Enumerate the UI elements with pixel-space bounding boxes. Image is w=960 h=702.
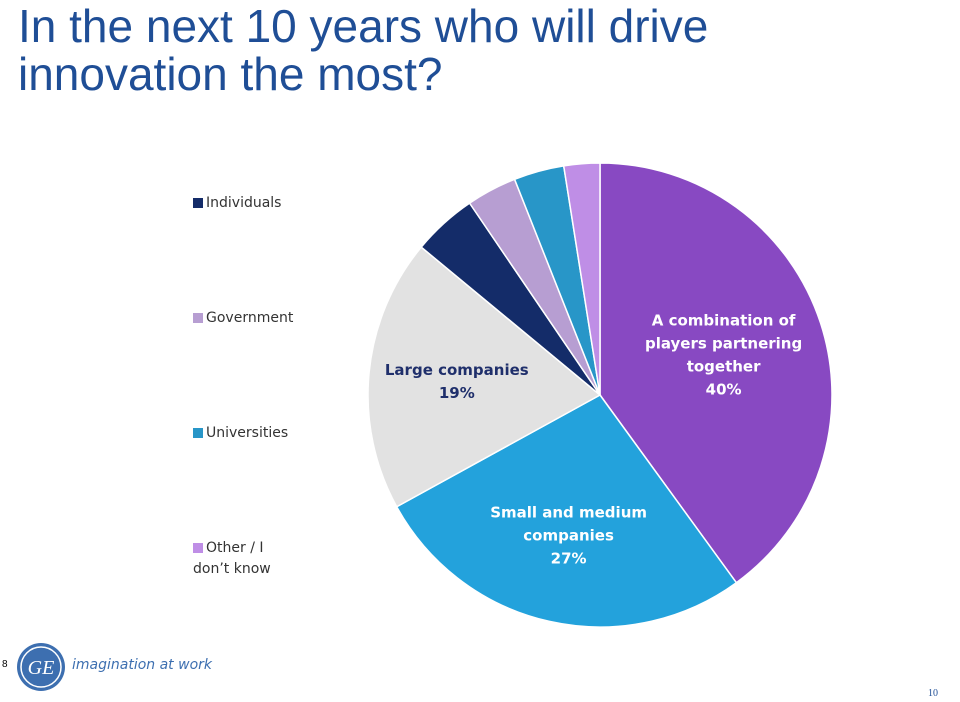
legend-swatch-3: [193, 428, 203, 438]
pie-slices: [367, 162, 833, 628]
slice-label-2: Small and medium companies 27%: [490, 503, 647, 567]
pie-slice-7: [562, 162, 601, 396]
slice-label-1: A combination of players partnering togeth…: [645, 311, 802, 398]
tagline: imagination at work: [72, 657, 212, 673]
title-line-2: innovation the most?: [18, 48, 443, 100]
legend-label-line: Individuals: [206, 195, 281, 211]
title-line-1: In the next 10 years who will drive: [18, 0, 709, 52]
slice-label-line: 40%: [706, 380, 742, 398]
legend-swatch-1: [193, 198, 203, 208]
pie-slice-2: [395, 394, 738, 628]
ge-logo: GE: [17, 643, 65, 691]
legend-swatch-2: [193, 313, 203, 323]
slice-label-line: Small and medium: [490, 503, 647, 521]
slice-label-line: 19%: [439, 384, 475, 402]
slice-label-line: companies: [523, 526, 614, 544]
slice-label-line: A combination of: [652, 311, 796, 329]
slide-tag: 8: [2, 659, 8, 670]
legend-label-line: Government: [206, 310, 294, 326]
slice-label-line: Large companies: [385, 361, 529, 379]
slide-title: In the next 10 years who will drive inno…: [18, 2, 938, 98]
pie-slice-3: [367, 246, 602, 508]
slice-label-line: players partnering: [645, 334, 802, 352]
pie-slice-1: [599, 162, 833, 584]
slice-label-3: Large companies 19%: [385, 361, 529, 402]
legend-label-3: Universities: [206, 425, 288, 441]
legend-label-2: Government: [206, 310, 294, 326]
page-number: 10: [928, 688, 938, 699]
legend-swatch-4: [193, 543, 203, 553]
legend-label-1: Individuals: [206, 195, 281, 211]
pie-slice-labels: A combination of players partnering togeth…: [385, 311, 802, 567]
legend-label-4: Other / I don’t know: [193, 540, 271, 577]
logo-text: GE: [28, 657, 55, 679]
slice-label-line: together: [687, 357, 761, 375]
chart-legend: Individuals Government Universities Other /…: [193, 195, 294, 577]
legend-label-line: Universities: [206, 425, 288, 441]
slice-label-line: 27%: [551, 549, 587, 567]
legend-label-line: don’t know: [193, 561, 271, 577]
legend-label-line: Other / I: [206, 540, 264, 556]
